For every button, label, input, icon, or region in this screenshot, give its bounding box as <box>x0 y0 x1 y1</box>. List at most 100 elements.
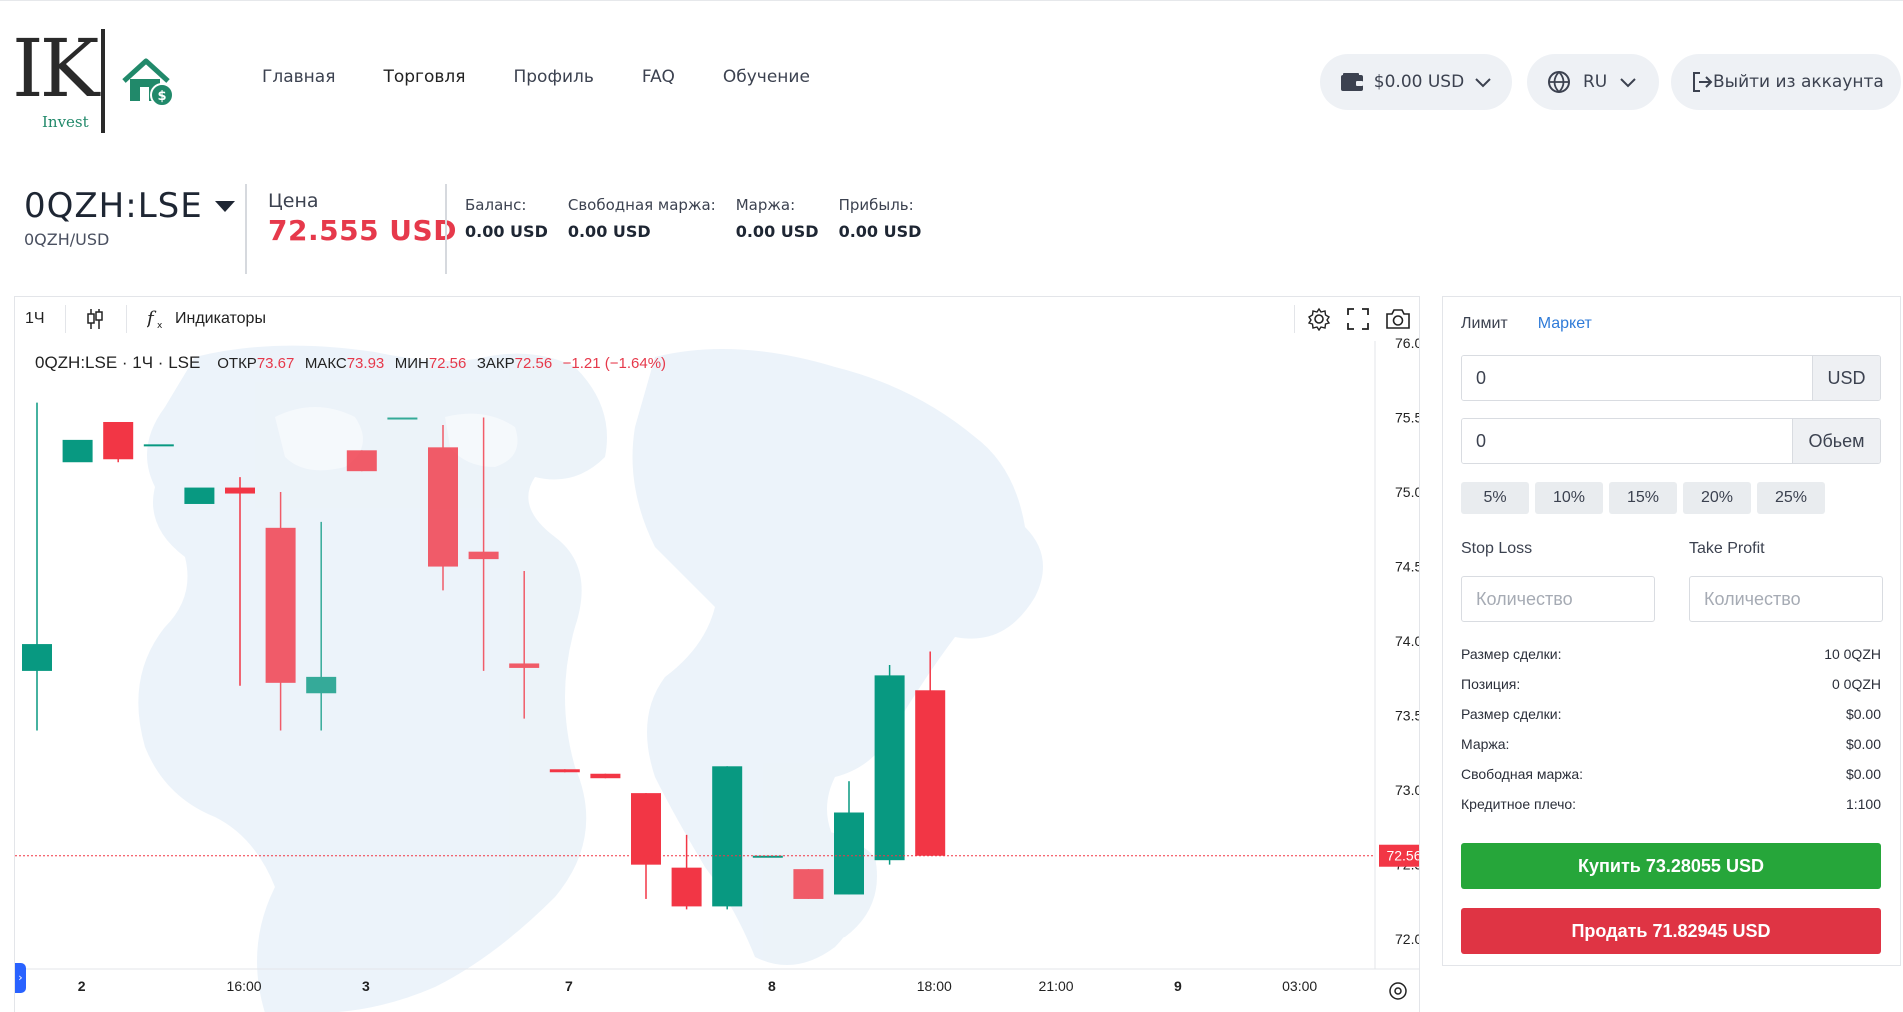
last-price-badge <box>1379 844 1419 867</box>
info-label: Кредитное плечо: <box>1461 796 1577 812</box>
info-row: Размер сделки: $0.00 <box>1461 699 1881 729</box>
volume-input[interactable] <box>1462 419 1792 463</box>
candle-body <box>752 855 783 858</box>
stat-value: 0.00 USD <box>465 222 548 241</box>
divider <box>1294 305 1295 333</box>
legend-low-label: МИН <box>394 355 429 372</box>
percent-25-button[interactable]: 25% <box>1757 482 1825 514</box>
candles-layer <box>22 402 946 910</box>
x-tick-label: 2 <box>78 978 86 994</box>
amount-field: USD <box>1461 355 1881 401</box>
logo-subtitle: Invest <box>42 113 89 131</box>
nav-learning[interactable]: Обучение <box>722 67 810 87</box>
indicators-label: Индикаторы <box>175 310 266 327</box>
wallet-dropdown[interactable]: $0.00 USD <box>1320 54 1512 110</box>
svg-text:$: $ <box>157 89 166 104</box>
info-value: 10 0QZH <box>1824 646 1881 662</box>
percent-5-button[interactable]: 5% <box>1461 482 1529 514</box>
trade-info: Размер сделки: 10 0QZH Позиция: 0 0QZH Раз… <box>1461 639 1881 819</box>
stat-value: 0.00 USD <box>567 222 651 241</box>
candle <box>549 769 580 773</box>
info-value: $0.00 <box>1845 766 1881 782</box>
candle <box>428 424 458 591</box>
candle <box>306 521 337 731</box>
buy-button[interactable]: Купить 73.28055 USD <box>1461 843 1881 889</box>
time-axis-settings-icon[interactable] <box>1389 982 1407 1000</box>
candle-body <box>306 676 337 694</box>
stat-label: Баланс: <box>465 196 527 214</box>
y-tick-label: 75.00 <box>1395 484 1420 500</box>
candle-body <box>428 447 458 567</box>
percent-15-button[interactable]: 15% <box>1609 482 1677 514</box>
logo[interactable]: IK Invest $ <box>12 29 174 139</box>
order-type-tabs: Лимит Маркет <box>1461 315 1622 333</box>
stop-loss-input[interactable] <box>1461 576 1655 622</box>
nav-trading[interactable]: Торговля <box>383 67 466 87</box>
divider <box>245 184 247 274</box>
volume-unit: Обьем <box>1792 419 1880 463</box>
candle-body <box>143 444 174 447</box>
top-header: IK Invest $ Главная Торговля Профиль FAQ… <box>0 0 1903 150</box>
tab-market[interactable]: Маркет <box>1537 315 1592 332</box>
info-row: Позиция: 0 0QZH <box>1461 669 1881 699</box>
amount-input[interactable] <box>1462 356 1812 400</box>
stat-label: Маржа: <box>735 196 796 214</box>
candle-body <box>184 487 215 504</box>
camera-icon[interactable] <box>1385 308 1411 330</box>
candle <box>62 439 93 463</box>
percent-10-button[interactable]: 10% <box>1535 482 1603 514</box>
info-value: 0 0QZH <box>1831 676 1881 692</box>
caret-down-icon[interactable] <box>214 200 235 212</box>
candle <box>590 773 621 779</box>
x-tick-label: 16:00 <box>227 978 262 994</box>
candle <box>752 855 783 858</box>
candle-type-icon[interactable] <box>86 308 110 330</box>
x-tick-label: 21:00 <box>1039 978 1074 994</box>
candle <box>509 571 540 719</box>
stat-free-margin: Свободная маржа: 0.00 USD <box>568 196 716 241</box>
y-tick-label: 73.50 <box>1395 708 1420 724</box>
expand-sidebar-tab[interactable]: › <box>15 963 26 993</box>
candle-body <box>387 417 418 420</box>
current-price: 72.555 USD <box>268 214 457 247</box>
logout-icon <box>1693 72 1713 92</box>
nav-home[interactable]: Главная <box>262 67 336 87</box>
nav-profile[interactable]: Профиль <box>513 67 594 87</box>
legend-high-label: МАКС <box>304 355 347 372</box>
percent-20-button[interactable]: 20% <box>1683 482 1751 514</box>
stat-label: Прибыль: <box>838 196 914 214</box>
interval-button[interactable]: 1Ч <box>25 310 45 327</box>
candle-body <box>62 439 93 463</box>
candle <box>671 834 702 910</box>
legend-high: 73.93 <box>346 355 385 372</box>
price-chart[interactable]: 76.0075.5075.0074.5074.0073.5073.0072.50… <box>15 297 1420 1012</box>
volume-field: Обьем <box>1461 418 1881 464</box>
stat-value: 0.00 USD <box>838 222 922 241</box>
info-label: Маржа: <box>1461 736 1510 752</box>
candle-body <box>590 773 621 779</box>
candle-body <box>874 675 905 861</box>
info-row: Свободная маржа: $0.00 <box>1461 759 1881 789</box>
main-nav: Главная Торговля Профиль FAQ Обучение <box>262 67 858 87</box>
instrument-symbol: 0QZH:LSE <box>24 186 203 226</box>
take-profit-label: Take Profit <box>1689 540 1765 557</box>
candle <box>468 417 499 671</box>
stat-value: 0.00 USD <box>735 222 819 241</box>
instrument-selector[interactable]: 0QZH:LSE 0QZH/USD <box>24 186 235 249</box>
take-profit-input[interactable] <box>1689 576 1883 622</box>
tab-limit[interactable]: Лимит <box>1461 315 1508 332</box>
nav-faq[interactable]: FAQ <box>641 67 675 87</box>
sell-button[interactable]: Продать 71.82945 USD <box>1461 908 1881 954</box>
language-dropdown[interactable]: RU <box>1527 54 1659 110</box>
y-tick-label: 74.50 <box>1395 559 1420 575</box>
x-tick-label: 3 <box>362 978 370 994</box>
stat-label: Свободная маржа: <box>567 196 716 214</box>
info-value: 1:100 <box>1845 796 1881 812</box>
info-label: Размер сделки: <box>1461 646 1562 662</box>
settings-gear-icon[interactable] <box>1307 307 1331 331</box>
fullscreen-icon[interactable] <box>1347 308 1369 330</box>
logout-button[interactable]: Выйти из аккаунта <box>1671 54 1901 110</box>
chevron-down-icon <box>1620 78 1636 88</box>
